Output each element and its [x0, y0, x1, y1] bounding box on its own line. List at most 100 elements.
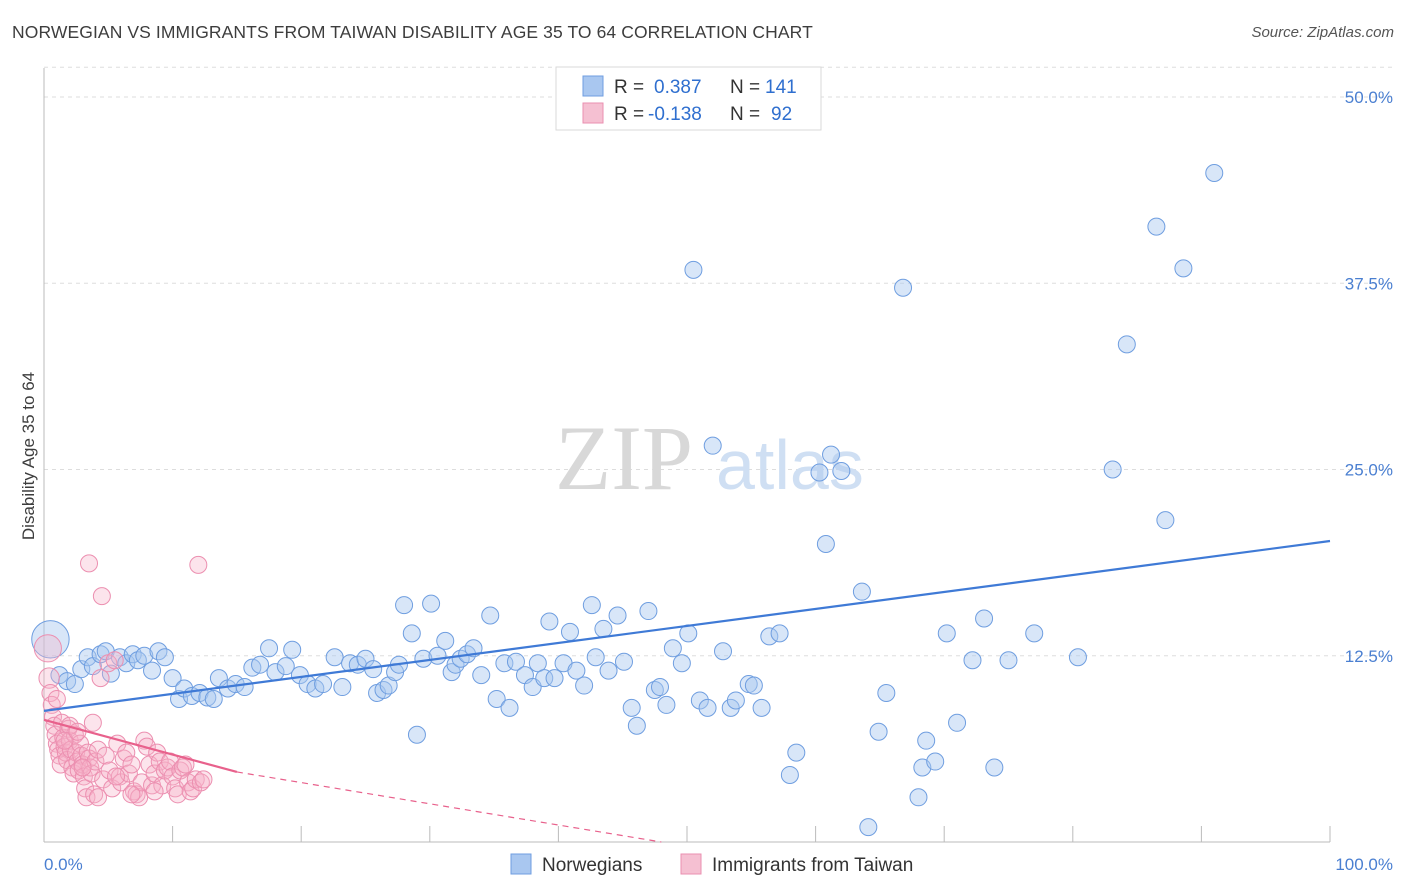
taiwan-point — [89, 788, 108, 807]
taiwan-point — [181, 782, 200, 801]
taiwan-point — [76, 779, 95, 798]
taiwan-trend-extension — [236, 771, 662, 843]
norwegians-point — [276, 657, 295, 676]
taiwan-point — [83, 713, 102, 732]
watermark-atlas: atlas — [716, 426, 864, 504]
taiwan-point — [117, 743, 136, 762]
bottom-legend: Norwegians Immigrants from Taiwan — [510, 853, 913, 876]
norwegians-point — [135, 646, 154, 665]
taiwan-point — [194, 770, 213, 789]
taiwan-point — [189, 555, 208, 574]
norwegians-point — [663, 639, 682, 658]
legend-n-value-2: 92 — [771, 104, 792, 125]
norwegians-point — [926, 752, 945, 771]
norwegians-point — [917, 731, 936, 750]
taiwan-point — [80, 554, 99, 573]
norwegians-point — [65, 675, 84, 694]
norwegians-point — [703, 436, 722, 455]
norwegians-point — [1068, 648, 1087, 667]
norwegians-point — [283, 640, 302, 659]
norwegians-point — [822, 445, 841, 464]
taiwan-point — [81, 758, 100, 777]
watermark-zip: ZIP — [555, 407, 693, 509]
legend-r-label-1: R = — [614, 77, 644, 98]
norwegians-point — [975, 609, 994, 628]
norwegians-point — [567, 661, 586, 680]
y-tick-label: 25.0% — [1345, 461, 1393, 480]
axes — [43, 68, 1331, 843]
taiwan-trend-line — [43, 718, 238, 774]
norwegians-point — [314, 675, 333, 694]
y-tick-label: 37.5% — [1345, 274, 1393, 293]
taiwan-point — [65, 725, 84, 744]
norwegians-point — [894, 278, 913, 297]
norwegians-point — [657, 695, 676, 714]
taiwan-point — [132, 773, 151, 792]
norwegians-point — [672, 654, 691, 673]
norwegians-point — [117, 654, 136, 673]
series-norwegians-points — [31, 163, 1224, 837]
norwegians-point — [852, 582, 871, 601]
bottom-legend-norwegians: Norwegians — [542, 855, 642, 876]
norwegians-point — [481, 606, 500, 625]
taiwan-point — [105, 651, 124, 670]
norwegians-point — [101, 664, 120, 683]
norwegians-point — [614, 652, 633, 671]
norwegians-point — [810, 463, 829, 482]
norwegians-point — [251, 655, 270, 674]
y-tick-label: 50.0% — [1345, 88, 1393, 107]
norwegians-point — [356, 649, 375, 668]
taiwan-point — [96, 746, 115, 765]
norwegians-point — [540, 612, 559, 631]
norwegians-point — [999, 651, 1018, 670]
taiwan-point — [73, 758, 92, 777]
y-tick-labels: 12.5% 25.0% 37.5% 50.0% — [1345, 88, 1393, 666]
legend-n-value-1: 141 — [765, 77, 797, 98]
norwegians-point — [325, 648, 344, 667]
norwegians-point — [608, 606, 627, 625]
norwegians-point — [472, 666, 491, 685]
norwegians-trend-line — [43, 539, 1331, 712]
taiwan-point — [82, 764, 101, 783]
grid-lines — [44, 66, 1393, 657]
norwegians-point — [209, 669, 228, 688]
norwegians-point — [1117, 335, 1136, 354]
norwegians-point — [963, 651, 982, 670]
norwegians-point — [1025, 624, 1044, 643]
norwegians-point — [535, 669, 554, 688]
taiwan-point — [33, 634, 62, 663]
norwegians-point — [937, 624, 956, 643]
x-tick-label-min: 0.0% — [44, 855, 83, 874]
trend-lines — [43, 539, 1331, 843]
norwegians-point — [204, 689, 223, 708]
norwegians-point — [1147, 217, 1166, 236]
taiwan-point — [127, 785, 146, 804]
taiwan-point — [55, 731, 74, 750]
taiwan-point — [145, 782, 164, 801]
norwegians-point — [594, 619, 613, 638]
norwegians-point — [816, 535, 835, 553]
norwegians-point — [684, 260, 703, 279]
norwegians-point — [1205, 163, 1224, 182]
norwegians-point — [832, 461, 851, 480]
norwegians-point — [622, 698, 641, 717]
norwegians-point — [545, 669, 564, 688]
norwegians-point — [123, 645, 142, 664]
top-legend: R = 0.387 N = 141 R = -0.138 N = 92 — [555, 66, 822, 131]
taiwan-point — [38, 667, 60, 689]
norwegians-point — [627, 716, 646, 735]
y-axis-label: Disability Age 35 to 64 — [19, 372, 38, 540]
norwegians-point — [650, 678, 669, 697]
norwegians-point — [235, 678, 254, 697]
norwegians-point — [333, 678, 352, 697]
legend-r-value-1: 0.387 — [654, 77, 702, 98]
norwegians-point — [752, 698, 771, 717]
source-label: Source: ZipAtlas.com — [1251, 24, 1394, 41]
norwegians-point — [690, 691, 709, 710]
norwegians-point — [645, 681, 664, 700]
taiwan-point — [92, 587, 111, 606]
chart-title: NORWEGIAN VS IMMIGRANTS FROM TAIWAN DISA… — [12, 22, 813, 42]
norwegians-point — [780, 765, 799, 784]
norwegians-point — [1156, 511, 1175, 530]
